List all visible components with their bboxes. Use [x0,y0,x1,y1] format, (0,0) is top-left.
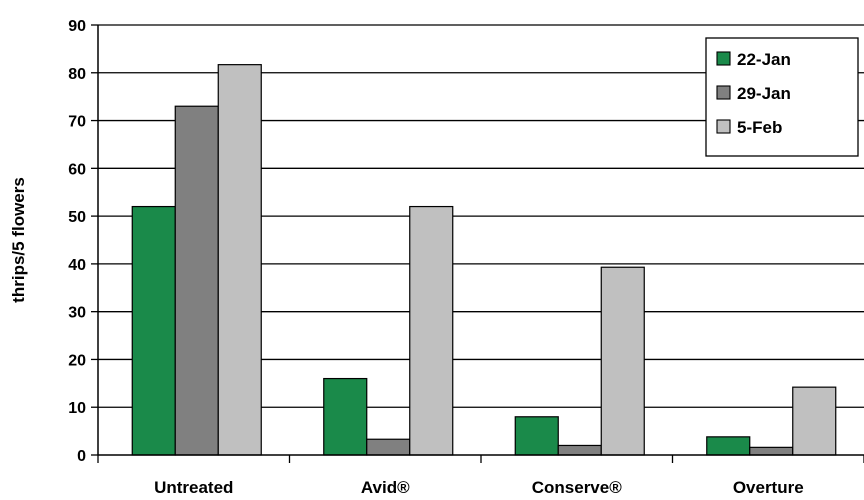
y-tick-label: 40 [68,257,86,274]
bar [706,436,751,456]
legend: 22-Jan 29-Jan 5-Feb [705,37,859,157]
y-tick-label: 20 [68,352,86,369]
legend-swatch [716,51,731,66]
legend-swatch [716,119,731,134]
bar [174,105,219,456]
bar [323,377,368,456]
category-label: Avid® [361,478,410,497]
category-label: Conserve® [532,478,622,497]
y-axis-title: thrips/5 flowers [9,177,28,303]
axes [91,24,864,463]
legend-label: 29-Jan [737,84,791,103]
legend-label: 5-Feb [737,118,782,137]
bar [131,205,176,456]
y-tick-label: 60 [68,161,86,178]
y-tick-label: 30 [68,305,86,322]
legend-box [705,37,859,157]
bar [792,386,837,456]
bar [217,64,262,456]
category-label: Overture [733,478,804,497]
bar [600,266,645,456]
y-tick-label: 0 [77,448,86,465]
bars [131,64,837,456]
bar [514,416,559,456]
y-tick-labels: 0 10 20 30 40 50 60 70 80 90 [68,18,86,465]
legend-swatch [716,85,731,100]
y-tick-label: 10 [68,400,86,417]
y-tick-label: 90 [68,18,86,35]
bar [409,205,454,456]
bar [557,444,602,456]
category-labels: Untreated Avid® Conserve® Overture [154,478,804,497]
y-tick-label: 50 [68,209,86,226]
category-label: Untreated [154,478,233,497]
y-tick-label: 70 [68,114,86,131]
legend-label: 22-Jan [737,50,791,69]
bar [749,446,794,456]
y-tick-label: 80 [68,66,86,83]
bar [366,438,411,456]
